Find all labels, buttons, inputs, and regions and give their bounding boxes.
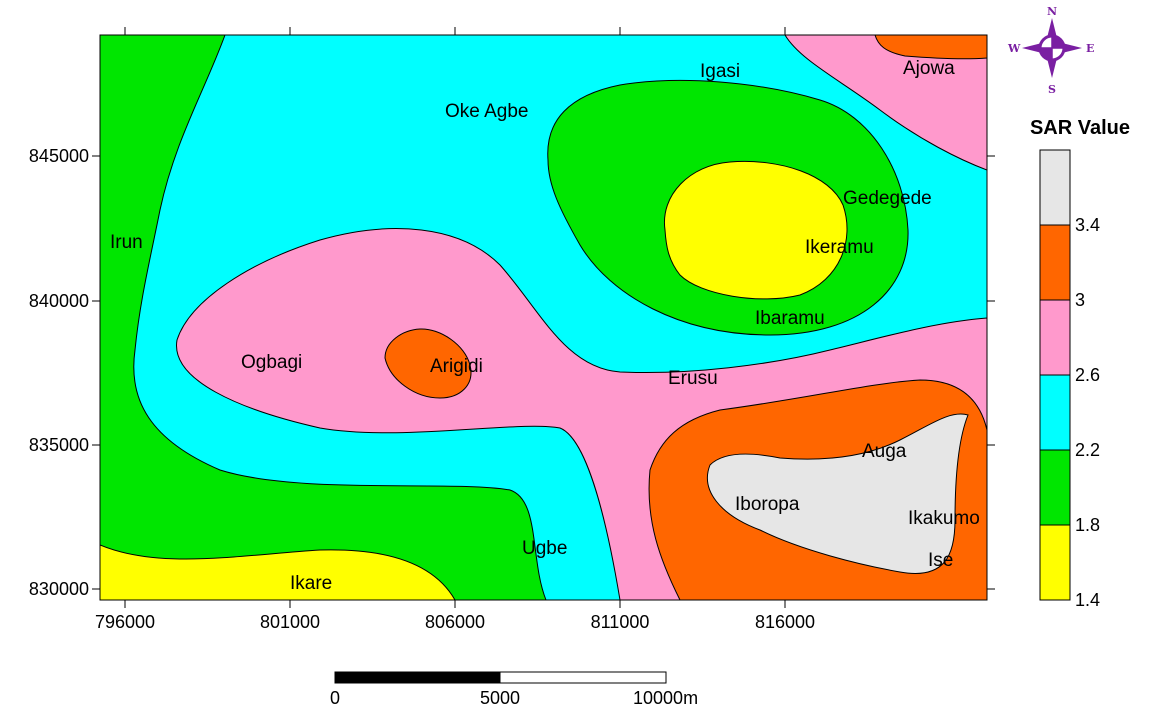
x-tick-label: 796000 <box>95 612 155 632</box>
legend-label-3: 3 <box>1075 290 1085 310</box>
place-label-ajowa: Ajowa <box>903 58 955 79</box>
legend-label-3-4: 3.4 <box>1075 215 1100 235</box>
legend-label-1-4: 1.4 <box>1075 590 1100 610</box>
place-label-oke-agbe: Oke Agbe <box>445 101 528 122</box>
legend-swatch-orange <box>1039 224 1071 301</box>
compass-w-label: W <box>1007 42 1021 55</box>
legend-swatch-gray <box>1039 149 1071 226</box>
place-label-irun: Irun <box>110 232 143 253</box>
compass-e-label: E <box>1086 42 1094 55</box>
zone-green-west <box>100 35 547 600</box>
x-axis <box>124 27 786 608</box>
place-label-ikare: Ikare <box>290 573 332 594</box>
zone-yellow-ikeramu <box>663 160 848 300</box>
place-label-gedegede: Gedegede <box>843 188 932 209</box>
scale-bar-white-segment <box>499 671 667 684</box>
place-label-iboropa: Iboropa <box>735 494 800 515</box>
y-tick-labels: 845000 840000 835000 830000 <box>29 146 89 599</box>
place-label-ugbe: Ugbe <box>522 538 567 559</box>
scale-bar: 0 5000 10000m <box>330 671 698 708</box>
zone-yellow-southwest <box>100 544 456 600</box>
y-tick-label: 830000 <box>29 579 89 599</box>
y-axis <box>92 155 995 590</box>
zone-pink-northeast <box>784 35 987 171</box>
place-labels: Igasi Ajowa Oke Agbe Gedegede Irun Ikera… <box>110 58 980 594</box>
x-tick-label: 811000 <box>591 612 650 632</box>
y-tick-label: 845000 <box>29 146 89 166</box>
place-label-ikakumo: Ikakumo <box>908 508 980 529</box>
place-label-ise: Ise <box>928 550 953 571</box>
scale-label-10000: 10000m <box>633 688 698 708</box>
x-tick-label: 801000 <box>260 612 320 632</box>
place-label-erusu: Erusu <box>668 368 718 389</box>
place-label-arigidi: Arigidi <box>430 356 483 377</box>
zone-orange-ajowa <box>874 35 987 60</box>
legend-label-2-6: 2.6 <box>1075 365 1100 385</box>
zone-gray-iboropa <box>706 413 969 574</box>
scale-bar-black-segment <box>334 671 501 684</box>
y-tick-label: 840000 <box>29 291 89 311</box>
compass-rose-icon: N S E W <box>1007 5 1094 96</box>
x-tick-label: 806000 <box>425 612 485 632</box>
legend-label-1-8: 1.8 <box>1075 515 1100 535</box>
place-label-auga: Auga <box>862 441 907 462</box>
place-label-igasi: Igasi <box>700 61 740 82</box>
scale-label-5000: 5000 <box>480 688 520 708</box>
place-label-ogbagi: Ogbagi <box>241 352 302 373</box>
legend-swatch-green <box>1039 449 1071 526</box>
map-frame <box>99 34 988 601</box>
x-tick-labels: 796000 801000 806000 811000 816000 <box>95 612 815 632</box>
legend-label-2-2: 2.2 <box>1075 440 1100 460</box>
place-label-ikeramu: Ikeramu <box>805 237 874 258</box>
legend-title: SAR Value <box>1030 117 1130 139</box>
compass-s-label: S <box>1048 83 1056 96</box>
place-label-ibaramu: Ibaramu <box>755 308 825 329</box>
legend-swatch-yellow <box>1039 524 1071 601</box>
legend: SAR Value 3.4 3 2.6 2.2 1.8 1.4 <box>1030 117 1130 610</box>
legend-swatch-cyan <box>1039 374 1071 451</box>
y-tick-label: 835000 <box>29 435 89 455</box>
x-tick-label: 816000 <box>755 612 815 632</box>
compass-n-label: N <box>1047 5 1057 18</box>
scale-label-0: 0 <box>330 688 340 708</box>
zone-orange-arigidi <box>384 328 472 399</box>
legend-swatch-pink <box>1039 299 1071 376</box>
